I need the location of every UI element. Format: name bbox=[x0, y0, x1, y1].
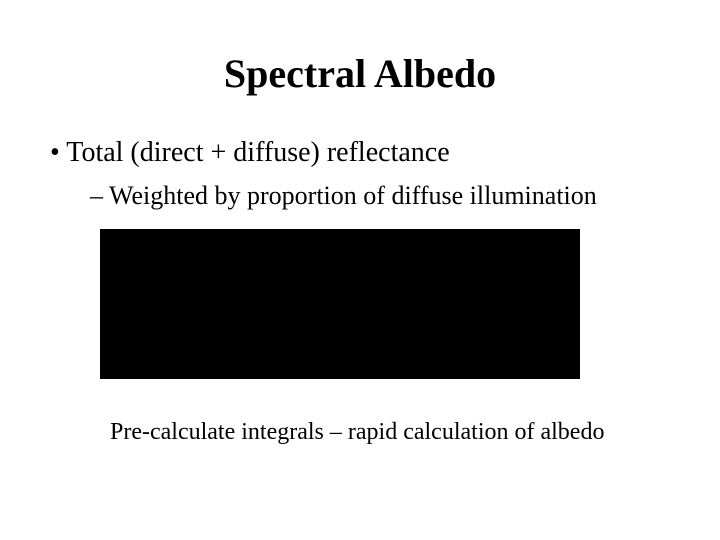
bullet-sub: Weighted by proportion of diffuse illumi… bbox=[90, 181, 670, 211]
slide-title: Spectral Albedo bbox=[50, 50, 670, 97]
bullet-main: Total (direct + diffuse) reflectance bbox=[50, 137, 670, 169]
footer-text: Pre-calculate integrals – rapid calculat… bbox=[110, 419, 670, 446]
equation-placeholder-box bbox=[100, 229, 580, 379]
